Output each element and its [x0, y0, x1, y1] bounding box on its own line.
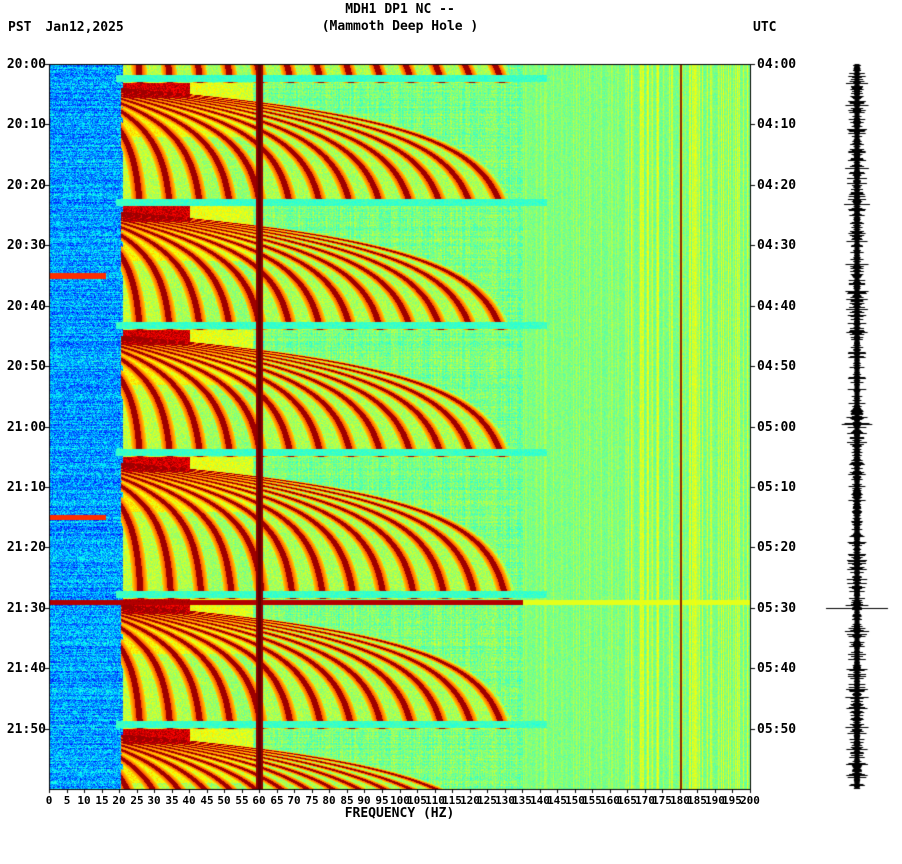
time-label-pst: 21:40: [6, 661, 46, 676]
time-label-pst: 20:50: [6, 359, 46, 374]
freq-tick-label: 20: [112, 794, 126, 807]
freq-tick-label: 65: [270, 794, 284, 807]
freq-tick-label: 115: [442, 794, 462, 807]
time-label-utc: 04:20: [757, 178, 797, 193]
time-label-pst: 21:10: [6, 480, 46, 495]
time-label-pst: 20:00: [6, 57, 46, 72]
freq-tick-label: 60: [252, 794, 266, 807]
freq-tick-label: 25: [130, 794, 144, 807]
freq-tick-label: 160: [600, 794, 620, 807]
time-label-pst: 21:20: [6, 540, 46, 555]
freq-tick-label: 175: [652, 794, 672, 807]
timezone-left-label: PST: [8, 20, 32, 35]
freq-tick-label: 30: [147, 794, 161, 807]
timezone-right-label: UTC: [753, 20, 777, 35]
freq-tick-label: 140: [530, 794, 550, 807]
freq-tick-label: 95: [375, 794, 389, 807]
time-label-utc: 04:30: [757, 238, 797, 253]
freq-tick-label: 45: [200, 794, 214, 807]
time-label-utc: 04:00: [757, 57, 797, 72]
freq-tick-label: 135: [512, 794, 532, 807]
time-label-pst: 20:20: [6, 178, 46, 193]
freq-tick-label: 145: [547, 794, 567, 807]
time-label-utc: 05:40: [757, 661, 797, 676]
freq-tick-label: 130: [495, 794, 515, 807]
time-label-pst: 20:30: [6, 238, 46, 253]
time-label-utc: 05:50: [757, 722, 797, 737]
freq-tick-label: 195: [722, 794, 742, 807]
freq-tick-label: 155: [582, 794, 602, 807]
freq-tick-label: 40: [182, 794, 196, 807]
freq-tick-label: 55: [235, 794, 249, 807]
station-subtitle: (Mammoth Deep Hole ): [321, 19, 479, 34]
freq-tick-label: 170: [635, 794, 655, 807]
time-label-utc: 04:40: [757, 299, 797, 314]
freq-tick-label: 105: [407, 794, 427, 807]
time-label-pst: 20:40: [6, 299, 46, 314]
freq-tick-label: 70: [287, 794, 301, 807]
time-label-utc: 05:30: [757, 601, 797, 616]
date-label: Jan12,2025: [45, 20, 124, 35]
time-label-pst: 21:30: [6, 601, 46, 616]
x-axis-title: FREQUENCY (HZ): [344, 806, 455, 821]
freq-tick-label: 120: [460, 794, 480, 807]
freq-tick-label: 110: [425, 794, 445, 807]
freq-tick-label: 35: [165, 794, 179, 807]
time-label-utc: 05:20: [757, 540, 797, 555]
freq-tick-label: 180: [670, 794, 690, 807]
freq-tick-label: 90: [357, 794, 371, 807]
time-label-pst: 21:00: [6, 420, 46, 435]
freq-tick-label: 200: [740, 794, 760, 807]
time-label-utc: 05:10: [757, 480, 797, 495]
freq-tick-label: 150: [565, 794, 585, 807]
freq-tick-label: 125: [477, 794, 497, 807]
freq-tick-label: 50: [217, 794, 231, 807]
freq-tick-label: 80: [322, 794, 336, 807]
freq-tick-label: 100: [390, 794, 410, 807]
freq-tick-label: 190: [705, 794, 725, 807]
header-left: PST Jan12,2025: [8, 20, 124, 35]
time-label-utc: 04:10: [757, 117, 797, 132]
freq-tick-label: 10: [77, 794, 91, 807]
time-label-utc: 05:00: [757, 420, 797, 435]
time-label-pst: 20:10: [6, 117, 46, 132]
freq-tick-label: 185: [687, 794, 707, 807]
freq-tick-label: 85: [340, 794, 354, 807]
time-label-utc: 04:50: [757, 359, 797, 374]
station-title: MDH1 DP1 NC --: [345, 2, 455, 17]
freq-tick-label: 15: [95, 794, 109, 807]
freq-tick-label: 75: [305, 794, 319, 807]
freq-tick-label: 0: [45, 794, 53, 807]
time-label-pst: 21:50: [6, 722, 46, 737]
freq-tick-label: 165: [617, 794, 637, 807]
freq-tick-label: 5: [63, 794, 71, 807]
